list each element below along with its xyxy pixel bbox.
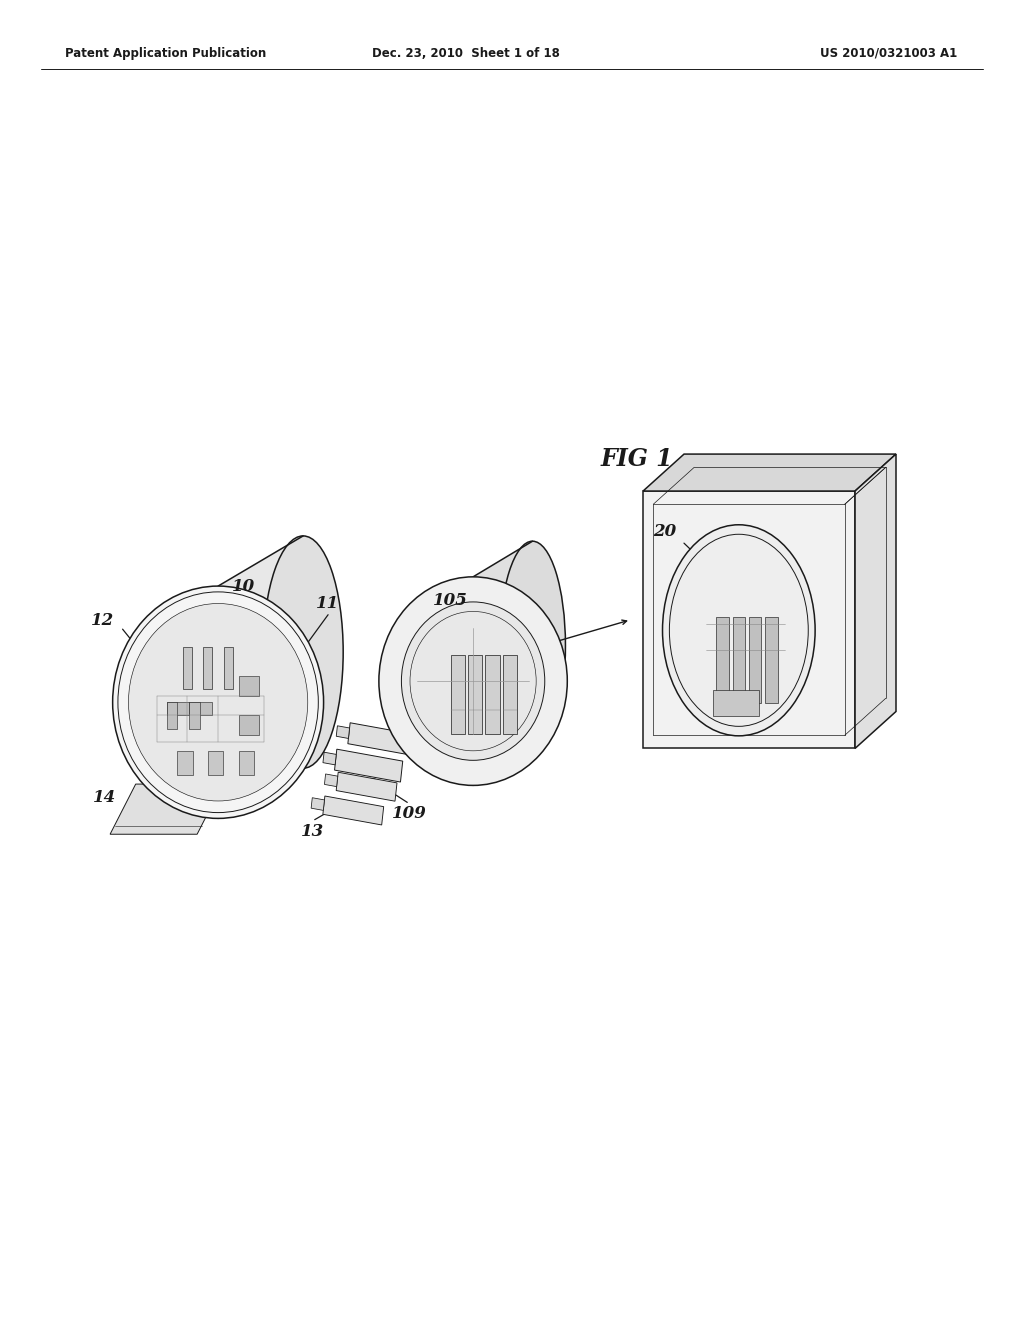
- Polygon shape: [323, 752, 336, 764]
- Bar: [182, 647, 193, 689]
- Bar: [167, 702, 189, 715]
- Polygon shape: [336, 772, 397, 801]
- Polygon shape: [311, 797, 325, 810]
- Bar: [766, 618, 778, 704]
- Bar: [203, 647, 213, 689]
- Bar: [717, 618, 729, 704]
- Polygon shape: [855, 454, 896, 748]
- Text: US 2010/0321003 A1: US 2010/0321003 A1: [820, 48, 957, 59]
- Bar: [208, 751, 223, 775]
- Text: 109: 109: [392, 805, 427, 821]
- Text: Patent Application Publication: Patent Application Publication: [65, 48, 266, 59]
- Text: 20: 20: [653, 524, 676, 540]
- Ellipse shape: [263, 536, 343, 768]
- Polygon shape: [643, 454, 896, 491]
- Polygon shape: [348, 723, 416, 755]
- Bar: [239, 751, 254, 775]
- Bar: [468, 655, 482, 734]
- Polygon shape: [336, 726, 349, 738]
- Bar: [239, 715, 259, 735]
- Bar: [189, 702, 212, 715]
- Bar: [733, 618, 745, 704]
- Polygon shape: [110, 784, 223, 834]
- Bar: [223, 647, 233, 689]
- Text: 12: 12: [91, 612, 114, 628]
- Text: 11: 11: [316, 595, 339, 611]
- Ellipse shape: [401, 602, 545, 760]
- Text: FIG 1: FIG 1: [601, 447, 673, 471]
- Bar: [451, 655, 465, 734]
- Text: 10: 10: [232, 578, 255, 594]
- Bar: [167, 702, 177, 729]
- Bar: [177, 751, 193, 775]
- Ellipse shape: [379, 577, 567, 785]
- Polygon shape: [335, 750, 402, 781]
- Ellipse shape: [663, 525, 815, 735]
- Text: Dec. 23, 2010  Sheet 1 of 18: Dec. 23, 2010 Sheet 1 of 18: [372, 48, 560, 59]
- Polygon shape: [218, 536, 303, 818]
- Text: 105: 105: [433, 593, 468, 609]
- Bar: [713, 689, 760, 715]
- Bar: [503, 655, 517, 734]
- Bar: [750, 618, 762, 704]
- Text: 14: 14: [93, 789, 116, 805]
- Polygon shape: [323, 796, 384, 825]
- Ellipse shape: [128, 603, 308, 801]
- Polygon shape: [473, 541, 532, 785]
- Polygon shape: [325, 774, 338, 787]
- Bar: [239, 676, 259, 696]
- Polygon shape: [643, 491, 855, 748]
- Bar: [485, 655, 500, 734]
- Ellipse shape: [500, 541, 565, 750]
- Ellipse shape: [113, 586, 324, 818]
- Text: 13: 13: [301, 824, 324, 840]
- Bar: [189, 702, 200, 729]
